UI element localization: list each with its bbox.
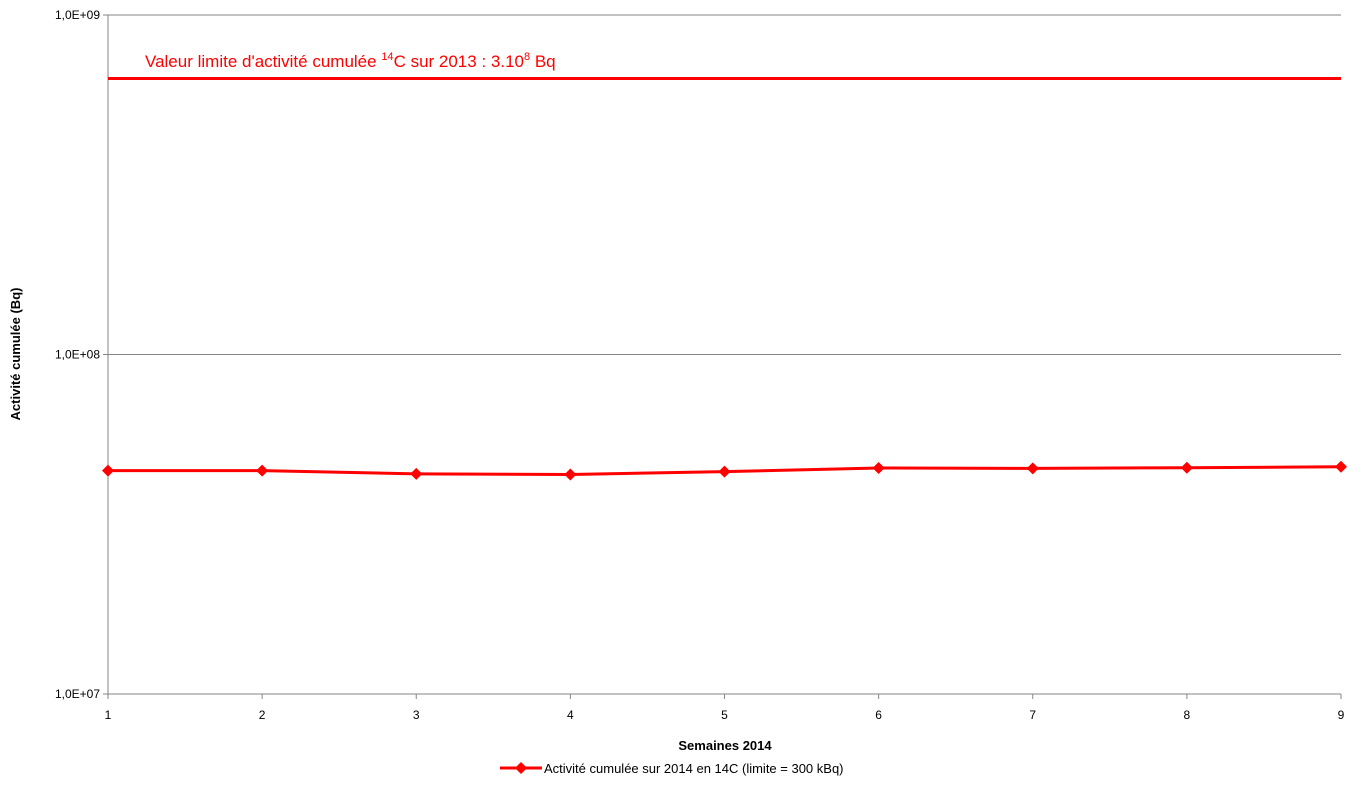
y-tick-label: 1,0E+08: [55, 348, 100, 362]
reference-label-prefix: Valeur limite d'activité cumulée: [145, 52, 381, 71]
x-tick-label: 2: [259, 708, 266, 722]
data-point-marker: [1026, 462, 1039, 475]
data-point-marker: [410, 467, 423, 480]
data-point-marker: [256, 464, 269, 477]
data-point-marker: [1180, 461, 1193, 474]
data-point-marker: [102, 464, 114, 477]
x-tick-label: 4: [567, 708, 574, 722]
data-point-marker: [1335, 460, 1347, 473]
y-tick-label: 1,0E+09: [55, 8, 100, 22]
x-tick-label: 7: [1029, 708, 1036, 722]
x-axis-ticks: 1 2 3 4 5 6 7 8 9: [105, 694, 1345, 722]
reference-label-middle: C sur 2013 : 3.10: [394, 52, 524, 71]
data-point-marker: [564, 468, 577, 481]
reference-label-suffix: Bq: [530, 52, 556, 71]
x-axis-title: Semaines 2014: [678, 738, 772, 753]
y-tick-label: 1,0E+07: [55, 687, 100, 701]
x-tick-label: 1: [105, 708, 112, 722]
grid-lines: [108, 14, 1341, 695]
legend-diamond-icon: [515, 762, 527, 774]
x-tick-label: 8: [1184, 708, 1191, 722]
y-axis-ticks: 1,0E+07 1,0E+08 1,0E+09: [55, 8, 108, 701]
x-tick-label: 9: [1338, 708, 1345, 722]
legend: Activité cumulée sur 2014 en 14C (limite…: [500, 761, 844, 776]
legend-label: Activité cumulée sur 2014 en 14C (limite…: [544, 761, 844, 776]
x-tick-label: 6: [875, 708, 882, 722]
data-point-marker: [718, 465, 731, 478]
x-tick-label: 5: [721, 708, 728, 722]
y-axis-title: Activité cumulée (Bq): [8, 288, 23, 421]
reference-label-isotope-superscript: 14: [381, 51, 393, 63]
reference-limit-label: Valeur limite d'activité cumulée 14C sur…: [145, 51, 556, 71]
series-markers: [102, 460, 1347, 481]
data-point-marker: [872, 462, 885, 475]
x-tick-label: 3: [413, 708, 420, 722]
reference-label-exponent-superscript: 8: [524, 51, 530, 63]
